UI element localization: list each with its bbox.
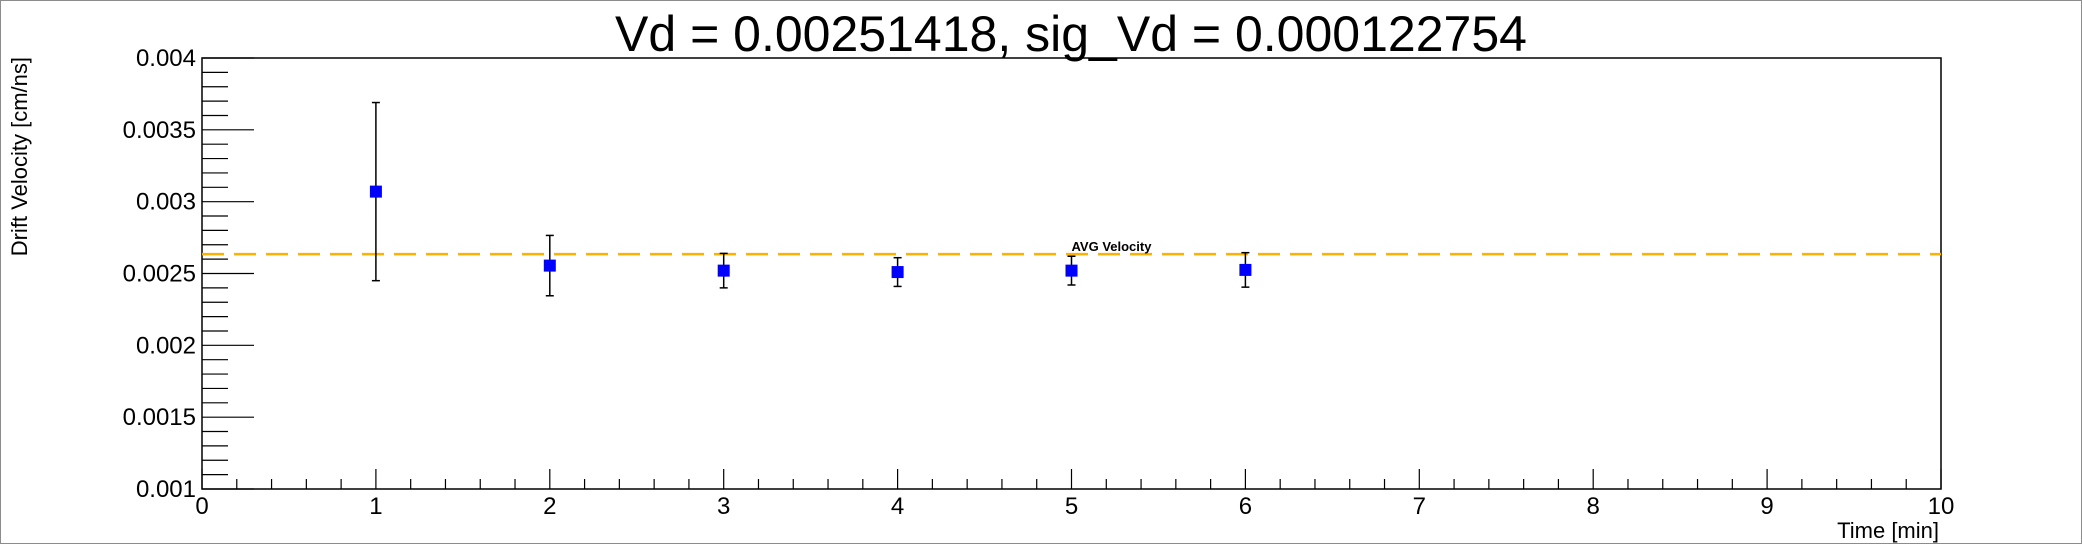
data-point	[369, 185, 382, 198]
y-tick-label: 0.0035	[123, 117, 196, 144]
x-tick-label: 8	[1587, 493, 1600, 520]
y-tick-label: 0.0025	[123, 261, 196, 288]
x-tick-label: 9	[1760, 493, 1773, 520]
x-tick-label: 2	[543, 493, 556, 520]
data-series	[369, 101, 1252, 297]
x-axis-title: Time [min]	[1837, 518, 1939, 543]
data-point	[891, 266, 904, 279]
chart-title: Vd = 0.00251418, sig_Vd = 0.000122754	[615, 6, 1527, 62]
y-tick-label: 0.001	[136, 476, 196, 503]
y-tick-label: 0.003	[136, 189, 196, 216]
reference-line-group: AVG Velocity	[202, 239, 1941, 256]
data-point	[717, 264, 730, 277]
y-tick-label: 0.0015	[123, 404, 196, 431]
x-tick-label: 3	[717, 493, 730, 520]
x-tick-label: 7	[1413, 493, 1426, 520]
x-tick-label: 10	[1928, 493, 1955, 520]
x-tick-label: 1	[369, 493, 382, 520]
y-tick-label: 0.004	[136, 45, 196, 72]
data-point	[1065, 264, 1078, 277]
y-tick-label: 0.002	[136, 332, 196, 359]
x-tick-label: 0	[195, 493, 208, 520]
avg-velocity-label: AVG Velocity	[1072, 239, 1153, 254]
x-tick-label: 4	[891, 493, 904, 520]
x-tick-label: 5	[1065, 493, 1078, 520]
data-point	[543, 259, 556, 272]
x-tick-label: 6	[1239, 493, 1252, 520]
axes: 0 1 2 3 4 5 6 7 8 9 10 0.001 0.0015 0.002 0.0025 0.003 0…	[123, 45, 1955, 520]
y-axis-title: Drift Velocity [cm/ns]	[7, 57, 32, 256]
data-point	[1239, 263, 1252, 276]
